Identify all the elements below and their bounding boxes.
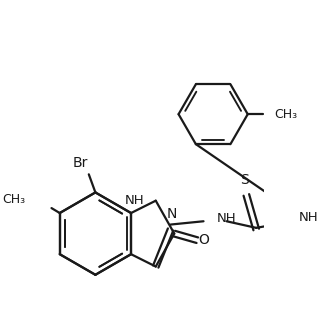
Text: NH: NH [217, 212, 236, 225]
Text: S: S [240, 173, 249, 187]
Text: NH: NH [125, 194, 144, 207]
Text: CH₃: CH₃ [2, 192, 25, 205]
Text: O: O [198, 233, 209, 247]
Text: NH: NH [299, 211, 317, 224]
Text: Br: Br [73, 156, 88, 170]
Text: N: N [167, 207, 178, 221]
Text: CH₃: CH₃ [274, 108, 297, 121]
